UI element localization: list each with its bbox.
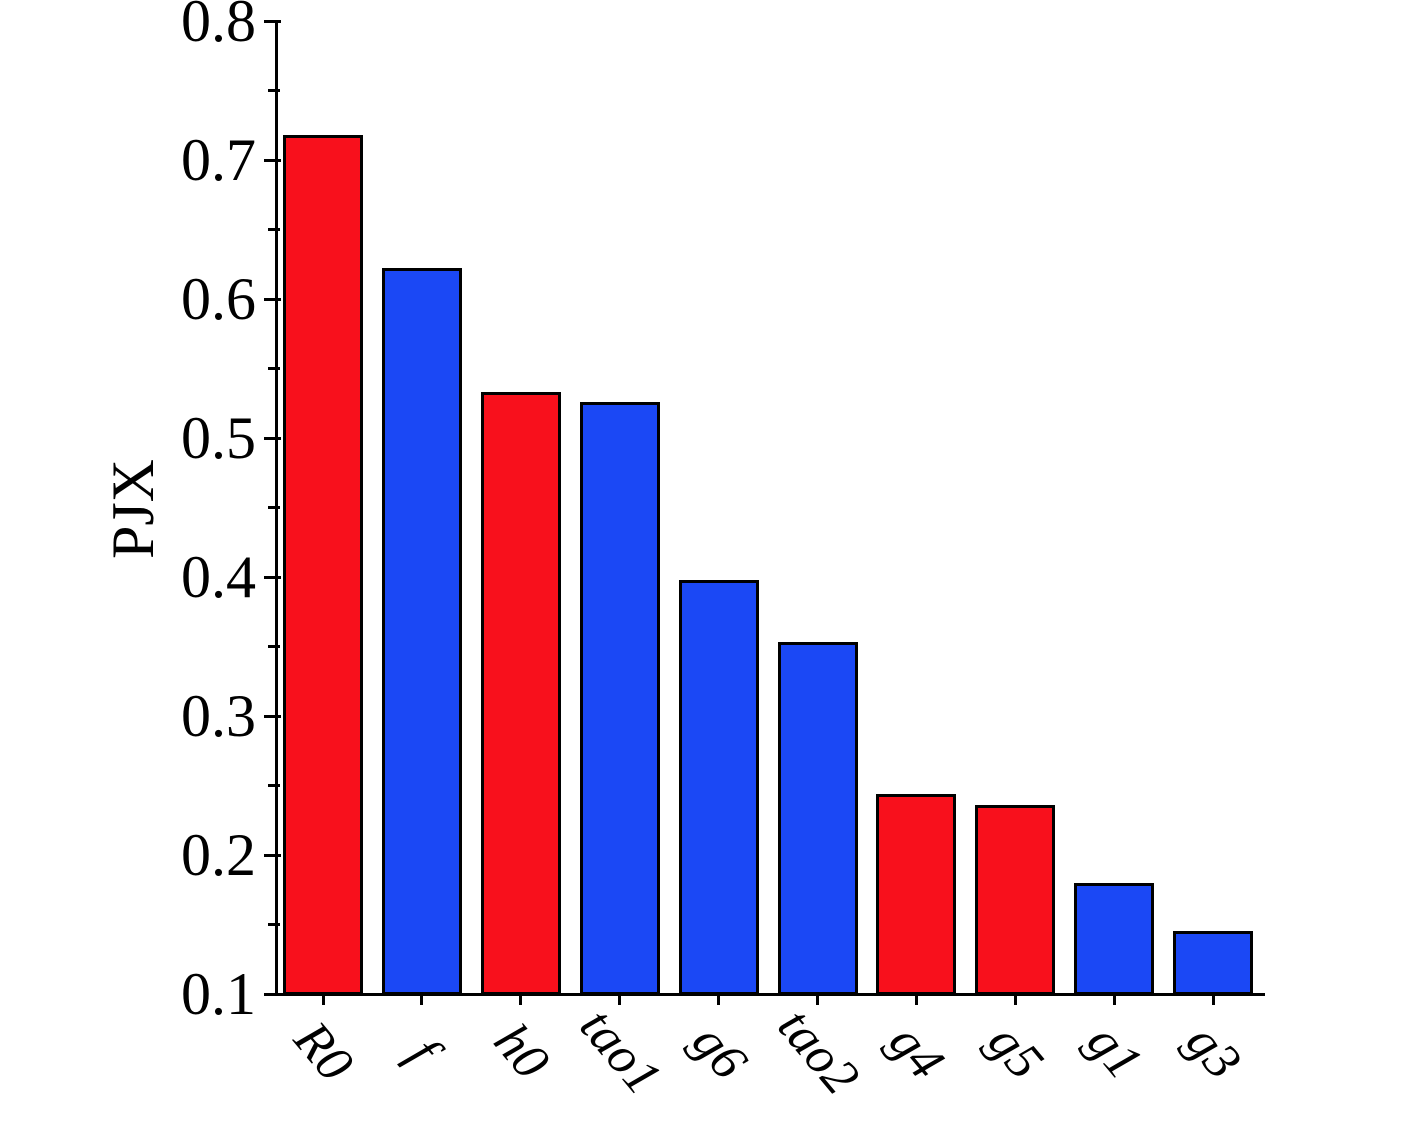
y-major-tick xyxy=(264,158,281,162)
y-minor-tick xyxy=(268,923,280,926)
y-major-tick xyxy=(264,714,281,718)
y-tick-label: 0.5 xyxy=(181,405,256,471)
x-tick xyxy=(1112,995,1116,1005)
y-tick-label: 0.1 xyxy=(181,961,256,1027)
y-minor-tick xyxy=(268,645,280,648)
bar-f xyxy=(381,268,462,995)
x-tick xyxy=(519,995,523,1005)
y-tick-label: 0.6 xyxy=(181,266,256,332)
y-tick-label: 0.8 xyxy=(181,0,256,54)
y-major-tick xyxy=(264,297,281,301)
x-tick xyxy=(816,995,819,1005)
x-tick-label-R0: R0 xyxy=(282,1011,364,1093)
bar-g1 xyxy=(1074,882,1155,995)
bar-g4 xyxy=(876,793,957,995)
y-tick-label: 0.2 xyxy=(181,822,256,888)
x-tick xyxy=(914,995,918,1005)
x-tick xyxy=(1013,995,1017,1005)
y-major-tick xyxy=(264,575,281,579)
bar-g5 xyxy=(975,804,1056,995)
bar-g6 xyxy=(678,579,759,995)
x-tick xyxy=(321,995,325,1005)
y-minor-tick xyxy=(268,784,280,787)
bar-tao2 xyxy=(777,642,858,995)
y-tick-label: 0.7 xyxy=(181,127,256,193)
x-tick-label-g6: g6 xyxy=(680,1013,758,1090)
x-tick xyxy=(1211,995,1215,1005)
y-minor-tick xyxy=(268,506,280,509)
x-tick-label-g3: g3 xyxy=(1174,1013,1253,1090)
x-tick-label-g4: g4 xyxy=(878,1013,956,1090)
x-tick xyxy=(420,995,424,1005)
y-minor-tick xyxy=(268,89,280,92)
bar-h0 xyxy=(480,392,561,995)
x-tick-label-tao2: tao2 xyxy=(766,997,870,1106)
x-tick-label-f: f xyxy=(395,1027,449,1076)
x-tick xyxy=(717,995,721,1005)
x-tick-label-h0: h0 xyxy=(482,1013,560,1090)
x-tick xyxy=(618,995,622,1005)
y-major-tick xyxy=(264,19,281,23)
y-major-tick xyxy=(264,436,281,440)
x-tick-label-g5: g5 xyxy=(977,1013,1055,1090)
y-tick-label: 0.4 xyxy=(181,544,256,610)
y-tick-label: 0.3 xyxy=(181,683,256,749)
x-tick-label-tao1: tao1 xyxy=(568,997,672,1106)
x-tick-label-g1: g1 xyxy=(1076,1013,1154,1090)
bar-tao1 xyxy=(579,401,660,995)
y-minor-tick xyxy=(268,367,280,370)
bar-g3 xyxy=(1173,931,1254,995)
y-minor-tick xyxy=(268,228,280,231)
x-axis-line xyxy=(274,992,1265,996)
y-major-tick xyxy=(264,853,281,857)
y-major-tick xyxy=(264,992,281,996)
bar-R0 xyxy=(283,134,363,995)
